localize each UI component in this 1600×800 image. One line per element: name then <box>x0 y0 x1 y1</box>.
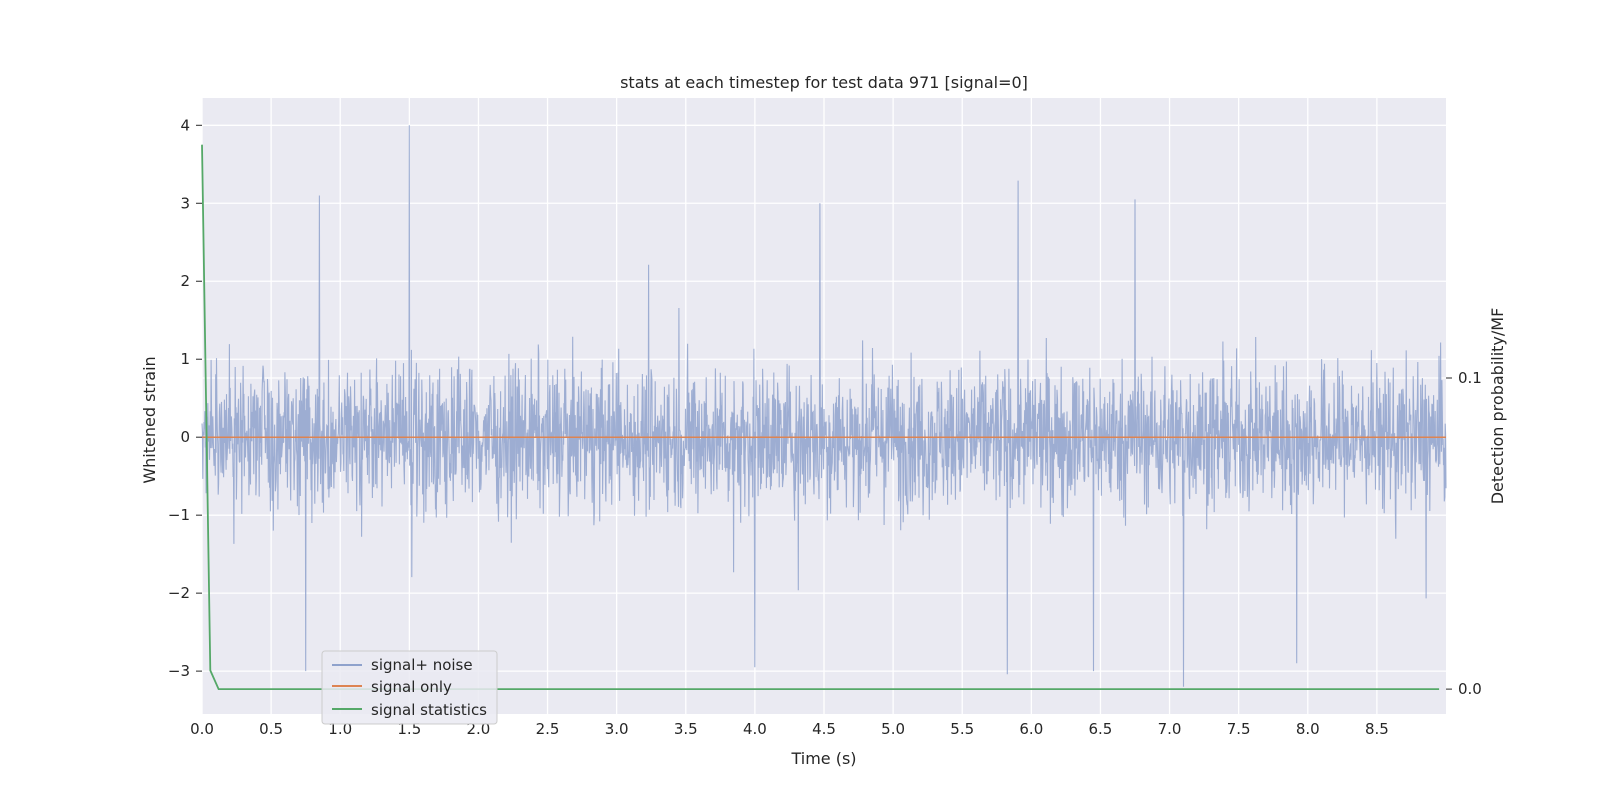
x-tick-label: 7.0 <box>1158 720 1182 738</box>
legend-label-noise: signal+ noise <box>371 656 473 674</box>
x-tick-label: 8.0 <box>1296 720 1320 738</box>
y-tick-label: 0 <box>180 428 190 446</box>
x-tick-label: 3.0 <box>605 720 629 738</box>
legend: signal+ noise signal only signal statist… <box>321 650 498 725</box>
y-tick-label: 3 <box>180 194 190 212</box>
y2-tick-label: 0.0 <box>1458 680 1482 698</box>
y-tick-label: −3 <box>168 662 190 680</box>
y2-axis-label: Detection probability/MF <box>1488 308 1507 505</box>
y-tick-label: 2 <box>180 272 190 290</box>
y2-tick-label: 0.1 <box>1458 369 1482 387</box>
line-series <box>201 144 1446 690</box>
x-tick-label: 5.0 <box>881 720 905 738</box>
y-tick-label: 4 <box>180 116 190 134</box>
chart-title: stats at each timestep for test data 971… <box>620 73 1028 92</box>
x-tick-label: 7.5 <box>1227 720 1251 738</box>
series-signal-noise <box>201 125 1447 687</box>
noise-series <box>201 125 1447 687</box>
x-tick-label: 6.5 <box>1089 720 1113 738</box>
x-tick-label: 6.0 <box>1019 720 1043 738</box>
y-axis-label: Whitened strain <box>140 356 159 483</box>
y-tick-label: 1 <box>180 350 190 368</box>
x-tick-label: 3.5 <box>674 720 698 738</box>
x-tick-label: 2.5 <box>536 720 560 738</box>
x-tick-label: 4.0 <box>743 720 767 738</box>
legend-label-signal: signal only <box>371 678 452 696</box>
y-tick-label: −1 <box>168 506 190 524</box>
series-signal-statistics <box>201 144 1440 690</box>
x-tick-label: 0.5 <box>259 720 283 738</box>
x-tick-label: 8.5 <box>1365 720 1389 738</box>
legend-label-statistics: signal statistics <box>371 701 487 719</box>
y-tick-label: −2 <box>168 584 190 602</box>
legend-box <box>321 650 498 725</box>
x-tick-label: 5.5 <box>950 720 974 738</box>
x-tick-label: 4.5 <box>812 720 836 738</box>
x-tick-label: 0.0 <box>190 720 214 738</box>
x-axis-label: Time (s) <box>790 749 856 768</box>
